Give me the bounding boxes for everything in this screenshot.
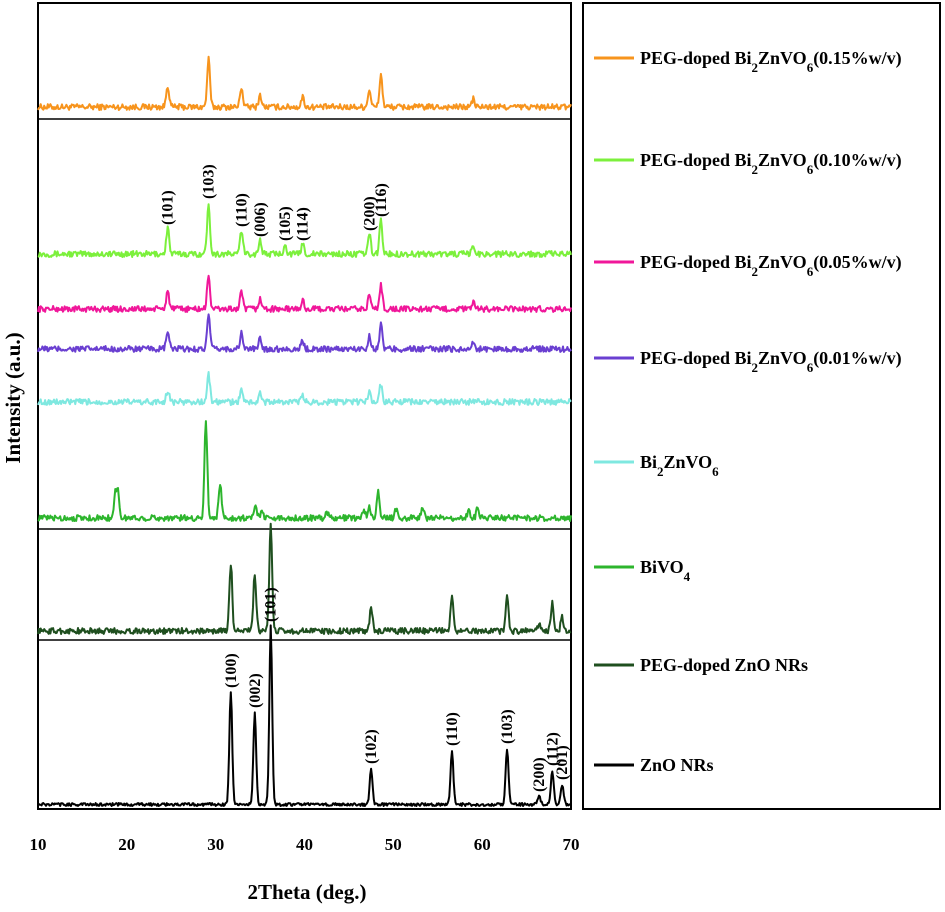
series-line-1 (37, 203, 572, 258)
legend-label: PEG-doped ZnO NRs (640, 655, 808, 675)
peak-label: (200) (531, 757, 548, 792)
legend-label: PEG-doped Bi2ZnVO6(0.10%w/v) (640, 150, 902, 177)
x-tick-label: 60 (474, 835, 491, 854)
peak-label: (100) (223, 653, 240, 688)
y-axis-title: Intensity (a.u.) (1, 332, 25, 463)
series-line-6 (37, 522, 572, 635)
legend-label: ZnO NRs (640, 755, 714, 775)
legend-label: PEG-doped Bi2ZnVO6(0.05%w/v) (640, 252, 902, 279)
peak-label: (116) (373, 183, 390, 217)
x-tick-label: 20 (118, 835, 135, 854)
peak-label: (114) (295, 207, 312, 241)
peak-label: (200) (361, 196, 378, 231)
peak-label: (101) (160, 190, 177, 225)
series-traces (37, 55, 572, 807)
peak-label: (101) (263, 587, 280, 622)
peak-label: (110) (233, 193, 250, 227)
peak-label: (006) (252, 202, 269, 237)
peak-annotations: (101)(103)(110) (006) (105) (114) (200)(116)… (160, 164, 571, 792)
series-line-0 (37, 55, 572, 111)
peak-label: (112) (544, 732, 561, 766)
legend-label: BiVO4 (640, 557, 691, 584)
x-tick-label: 40 (296, 835, 313, 854)
x-tick-label: 50 (385, 835, 402, 854)
legend-frame (582, 2, 941, 810)
series-line-3 (37, 313, 572, 353)
peak-label: (110) (444, 712, 461, 746)
series-line-2 (37, 274, 572, 313)
legend-label: Bi2ZnVO6 (640, 452, 719, 479)
legend-label: PEG-doped Bi2ZnVO6(0.15%w/v) (640, 48, 902, 75)
peak-label: (105) (277, 206, 294, 241)
series-line-7 (37, 624, 572, 807)
x-axis-ticks: 10 20 30 40 50 60 70 (30, 835, 580, 854)
peak-label: (002) (247, 673, 264, 708)
x-tick-label: 10 (30, 835, 47, 854)
series-line-5 (37, 420, 572, 522)
series-line-4 (37, 371, 572, 406)
legend: PEG-doped Bi2ZnVO6(0.15%w/v) PEG-doped Bi… (594, 48, 902, 775)
peak-label: (102) (363, 729, 380, 764)
x-tick-label: 70 (563, 835, 580, 854)
peak-label: (201) (554, 745, 571, 780)
x-tick-label: 30 (207, 835, 224, 854)
peak-label: (103) (499, 709, 516, 744)
legend-label: PEG-doped Bi2ZnVO6(0.01%w/v) (640, 348, 902, 375)
x-axis-title: 2Theta (deg.) (248, 880, 367, 904)
plot-frame (37, 2, 572, 810)
peak-label: (103) (201, 164, 218, 199)
